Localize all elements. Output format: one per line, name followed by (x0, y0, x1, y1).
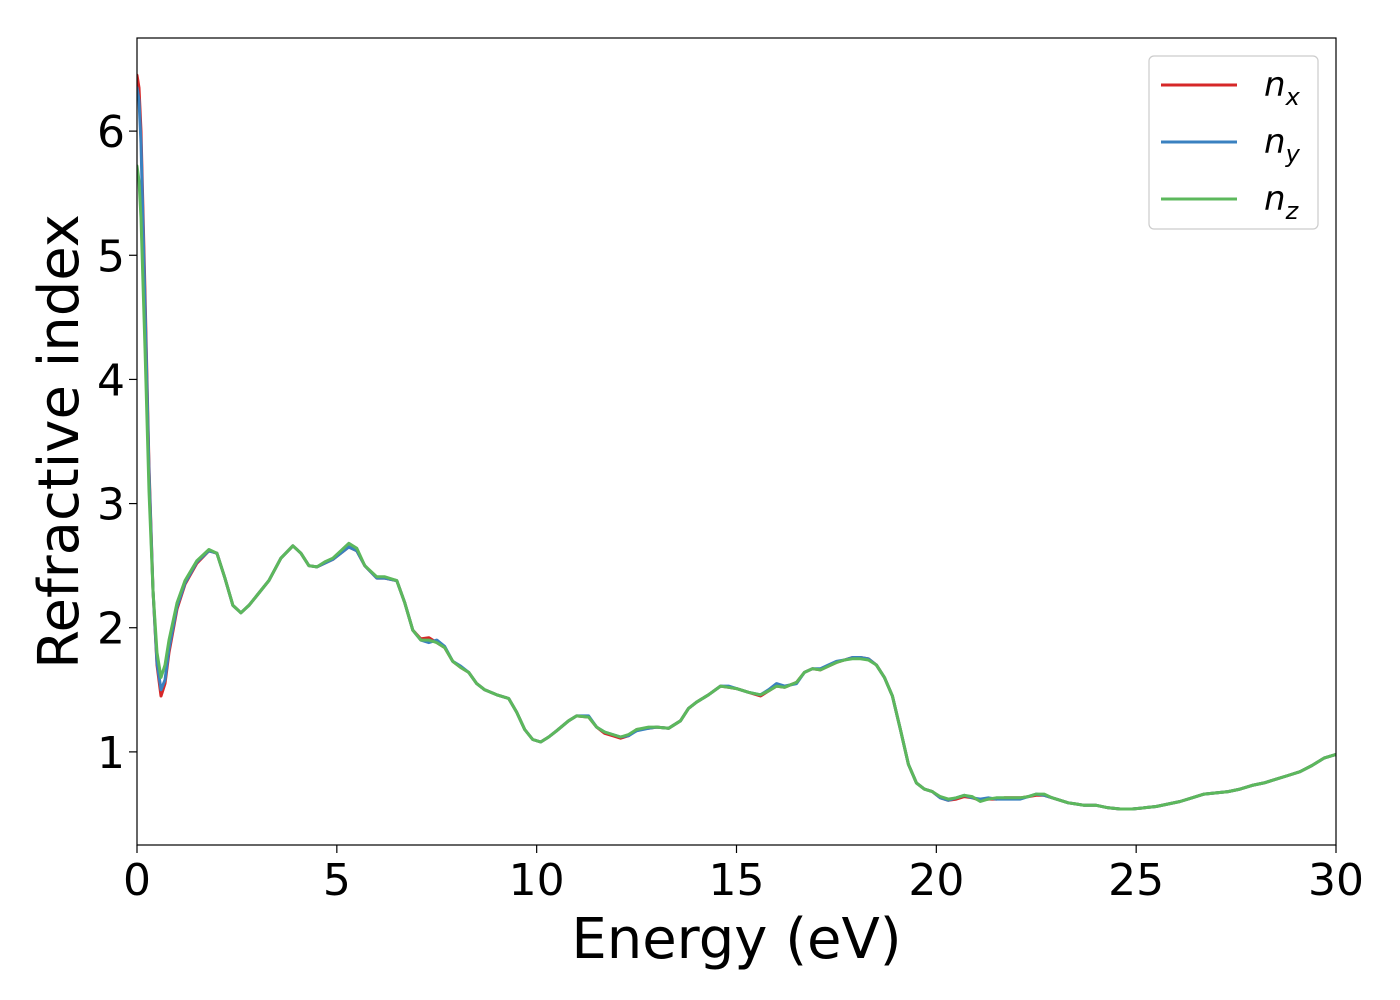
series-layer (137, 73, 1336, 811)
x-tick-label: 25 (1108, 855, 1164, 906)
y-tick-label: 3 (97, 480, 125, 531)
x-tick-label: 5 (323, 855, 351, 906)
legend: nx ny nz (1148, 55, 1319, 230)
y-tick-label: 4 (97, 355, 125, 406)
x-tick-label: 20 (908, 855, 964, 906)
x-tick-label: 10 (509, 855, 565, 906)
legend-label-nx: nx (1264, 65, 1301, 111)
y-tick-label: 2 (97, 604, 125, 655)
y-axis: 1 2 3 4 5 6 (97, 107, 137, 779)
legend-label-ny: ny (1264, 122, 1301, 168)
series-line-nz (137, 164, 1336, 811)
legend-label-nz: nz (1264, 179, 1300, 225)
y-tick-label: 5 (97, 231, 125, 282)
y-axis-title: Refractive index (27, 214, 92, 669)
x-tick-label: 30 (1308, 855, 1364, 906)
y-tick-label: 6 (97, 107, 125, 158)
y-tick-label: 1 (97, 728, 125, 779)
x-tick-label: 0 (123, 855, 151, 906)
x-axis: 0 5 10 15 20 25 30 (123, 845, 1364, 906)
x-axis-title: Energy (eV) (571, 907, 901, 972)
x-tick-label: 15 (709, 855, 765, 906)
